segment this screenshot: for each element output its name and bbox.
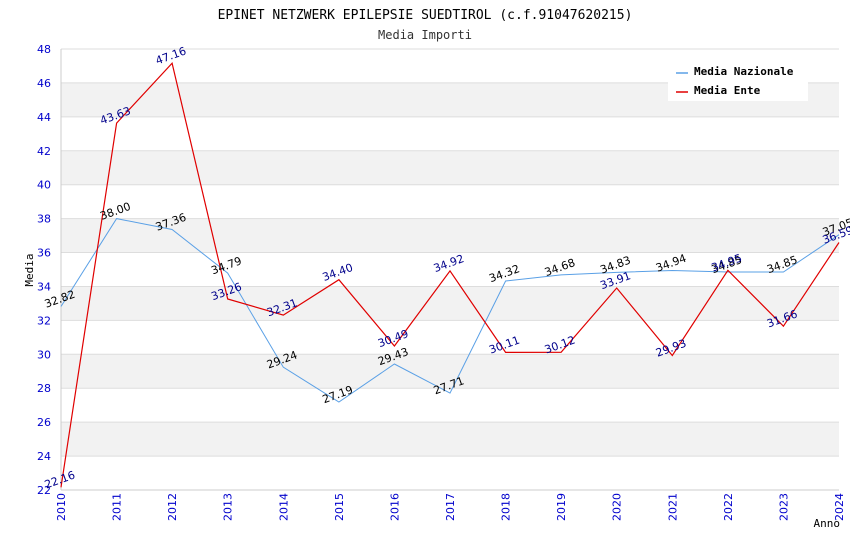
series-lines [60,61,840,488]
data-label: 34.68 [543,256,577,279]
y-tick-label: 46 [37,77,51,90]
series-line-media-ente [60,61,840,488]
y-axis-ticks: 22 24 26 28 30 32 34 36 38 40 42 44 46 48 [37,43,51,497]
x-tick-label: 2024 [833,493,846,521]
x-tick-label: 2023 [777,493,790,521]
y-tick-label: 36 [37,247,51,260]
data-label: 34.79 [209,254,243,277]
y-axis-label: Media [23,253,36,286]
grid-band [61,354,839,389]
x-tick-label: 2020 [611,493,624,521]
y-tick-label: 32 [37,314,51,327]
y-tick-label: 48 [37,43,51,56]
x-tick-label: 2014 [277,493,290,521]
grid-band [61,422,839,457]
legend-label-media-ente: Media Ente [694,84,761,97]
x-tick-label: 2018 [500,493,513,521]
grid-band [61,286,839,321]
y-tick-label: 44 [37,111,51,124]
y-tick-label: 24 [37,450,51,463]
x-tick-label: 2013 [222,493,235,521]
x-tick-label: 2015 [333,493,346,521]
x-axis-ticks: 2010 2011 2012 2013 2014 2015 2016 2017 2018 2019… [55,493,846,521]
x-tick-label: 2011 [111,493,124,521]
y-tick-label: 34 [37,280,51,293]
y-tick-label: 30 [37,348,51,361]
y-tick-label: 22 [37,484,51,497]
series-line-media-nazionale [60,218,840,403]
data-label: 30.12 [543,334,577,357]
data-label: 30.11 [487,334,521,357]
grid-band [61,150,839,185]
x-tick-label: 2010 [55,493,68,521]
data-label: 34.32 [487,262,521,285]
y-tick-label: 38 [37,213,51,226]
chart-title: EPINET NETZWERK EPILEPSIE SUEDTIROL (c.f… [218,8,633,23]
axes [60,49,839,491]
x-tick-label: 2019 [555,493,568,521]
legend-label-media-nazionale: Media Nazionale [694,65,794,78]
grid-band [61,218,839,253]
x-tick-label: 2017 [444,493,457,521]
legend: Media Nazionale Media Ente [668,60,808,101]
data-label: 34.85 [765,253,799,276]
y-tick-label: 26 [37,416,51,429]
data-label: 22.16 [43,469,77,492]
x-tick-label: 2022 [722,493,735,521]
y-tick-label: 42 [37,145,51,158]
y-tick-label: 28 [37,382,51,395]
x-tick-label: 2012 [166,493,179,521]
x-axis-label: Anno [814,517,841,530]
legend-box [668,60,808,101]
x-tick-label: 2021 [666,493,679,521]
chart-subtitle: Media Importi [378,28,472,42]
y-tick-label: 40 [37,179,51,192]
x-tick-label: 2016 [388,493,401,521]
